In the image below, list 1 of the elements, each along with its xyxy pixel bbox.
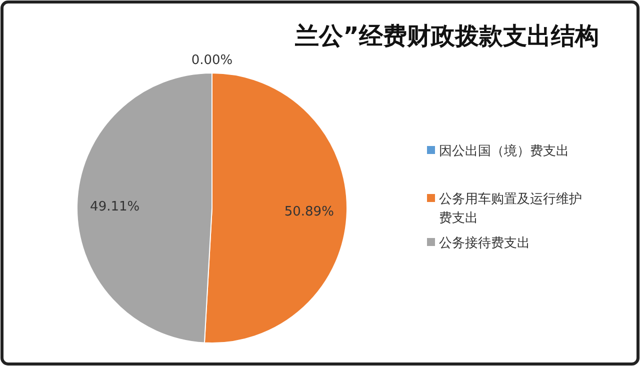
- title: 兰公”经费财政拨款支出结构: [295, 22, 599, 50]
